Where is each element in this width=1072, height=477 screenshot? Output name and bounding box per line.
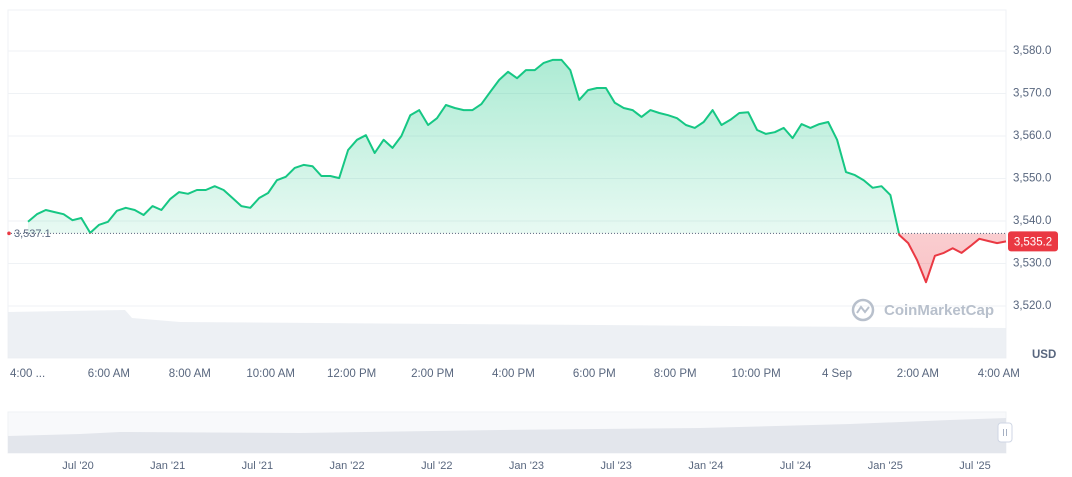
navigator-label: Jul '22 — [421, 460, 452, 472]
x-tick-label: 2:00 PM — [411, 368, 454, 380]
x-tick-label: 2:00 AM — [897, 368, 939, 380]
currency-label: USD — [1032, 349, 1056, 361]
navigator-label: Jan '21 — [150, 460, 185, 472]
y-tick-label: 3,570.0 — [1013, 88, 1051, 100]
x-tick-label: 8:00 PM — [654, 368, 697, 380]
navigator-label: Jan '22 — [330, 460, 365, 472]
navigator-label: Jul '25 — [959, 460, 990, 472]
x-tick-label: 12:00 PM — [327, 368, 376, 380]
x-tick-label: 6:00 AM — [88, 368, 130, 380]
x-tick-label: 10:00 PM — [731, 368, 780, 380]
navigator-handle[interactable] — [997, 422, 1013, 443]
volume-bars — [8, 310, 1006, 358]
last-price-badge — [1008, 231, 1058, 252]
x-tick-label: 4:00 PM — [492, 368, 535, 380]
y-tick-label: 3,550.0 — [1013, 173, 1051, 185]
navigator-label: Jul '24 — [780, 460, 811, 472]
x-tick-label: 8:00 AM — [169, 368, 211, 380]
watermark: CoinMarketCap — [884, 302, 994, 319]
open-price-dot — [7, 231, 11, 236]
navigator-label: Jul '23 — [600, 460, 631, 472]
x-tick-label: 4:00 ... — [10, 368, 45, 380]
y-tick-label: 3,540.0 — [1013, 215, 1051, 227]
navigator-label: Jul '20 — [62, 460, 93, 472]
last-price-label: 3,535.2 — [1014, 236, 1052, 248]
x-tick-label: 6:00 PM — [573, 368, 616, 380]
x-tick-label: 10:00 AM — [246, 368, 295, 380]
price-line-up — [27, 58, 900, 234]
area-fill-down — [28, 233, 1006, 283]
navigator-label: Jan '25 — [868, 460, 903, 472]
y-tick-label: 3,560.0 — [1013, 130, 1051, 142]
y-tick-label: 3,520.0 — [1013, 300, 1051, 312]
y-tick-label: 3,530.0 — [1013, 258, 1051, 270]
navigator-label: Jan '23 — [509, 460, 544, 472]
navigator-area — [8, 418, 1006, 453]
x-tick-label: 4:00 AM — [978, 368, 1020, 380]
y-tick-label: 3,580.0 — [1013, 45, 1051, 57]
navigator-label: Jan '24 — [688, 460, 723, 472]
x-tick-label: 4 Sep — [822, 368, 852, 380]
navigator-label: Jul '21 — [242, 460, 273, 472]
open-price-label: 3,537.1 — [14, 228, 51, 240]
area-fill-up — [28, 59, 899, 234]
watermark-logo — [851, 298, 875, 322]
